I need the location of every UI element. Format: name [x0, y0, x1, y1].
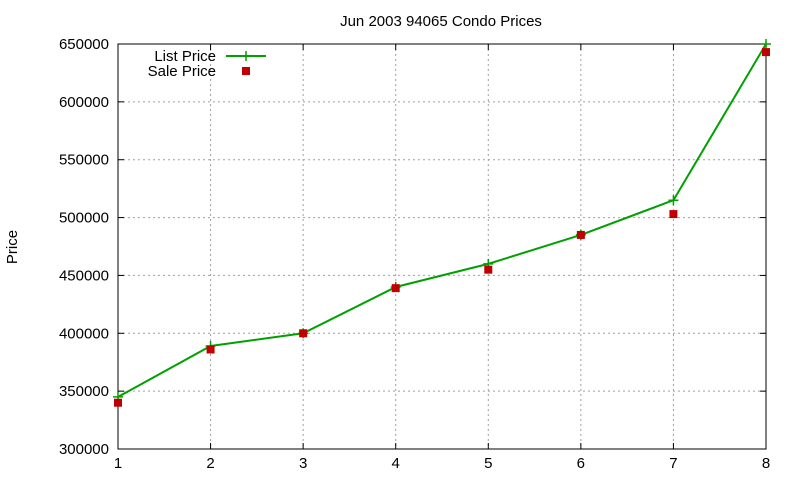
y-tick-label: 550000	[59, 152, 109, 169]
legend-plus-marker	[241, 51, 251, 61]
sale-price-point	[206, 345, 215, 354]
x-tick-label: 6	[577, 455, 585, 472]
x-tick-label: 2	[206, 455, 214, 472]
grid-lines	[118, 44, 766, 449]
list-price-point	[761, 39, 771, 49]
y-axis-label: Price	[4, 230, 21, 264]
y-tick-label: 650000	[59, 36, 109, 53]
sale-price-point	[576, 230, 585, 239]
sale-price-point	[299, 329, 308, 338]
y-tick-label: 400000	[59, 325, 109, 342]
y-tick-label: 600000	[59, 94, 109, 111]
legend-square-marker	[242, 67, 250, 75]
sale-price-point	[762, 48, 770, 57]
series-layer	[113, 39, 771, 407]
y-tick-label: 450000	[59, 267, 109, 284]
sale-price-point	[669, 210, 678, 219]
sale-price-point	[484, 265, 493, 274]
x-tick-label: 5	[484, 455, 492, 472]
legend-label: Sale Price	[148, 63, 216, 80]
sale-price-point	[391, 284, 400, 293]
y-tick-label: 350000	[59, 383, 109, 400]
axis-ticks: 300000 350000 400000 450000 500000 550000 6000…	[59, 36, 770, 472]
sale-price-point	[114, 398, 122, 407]
x-tick-label: 3	[299, 455, 307, 472]
x-tick-label: 1	[114, 455, 122, 472]
x-tick-label: 4	[392, 455, 400, 472]
x-tick-label: 7	[669, 455, 677, 472]
chart-title: Jun 2003 94065 Condo Prices	[340, 13, 542, 30]
list-price-point	[668, 195, 679, 206]
y-tick-label: 300000	[59, 441, 109, 458]
x-tick-label: 8	[762, 455, 770, 472]
list-price-line	[117, 43, 767, 398]
plot-frame	[117, 43, 767, 450]
y-tick-label: 500000	[59, 210, 109, 227]
legend-label: List Price	[154, 48, 216, 65]
